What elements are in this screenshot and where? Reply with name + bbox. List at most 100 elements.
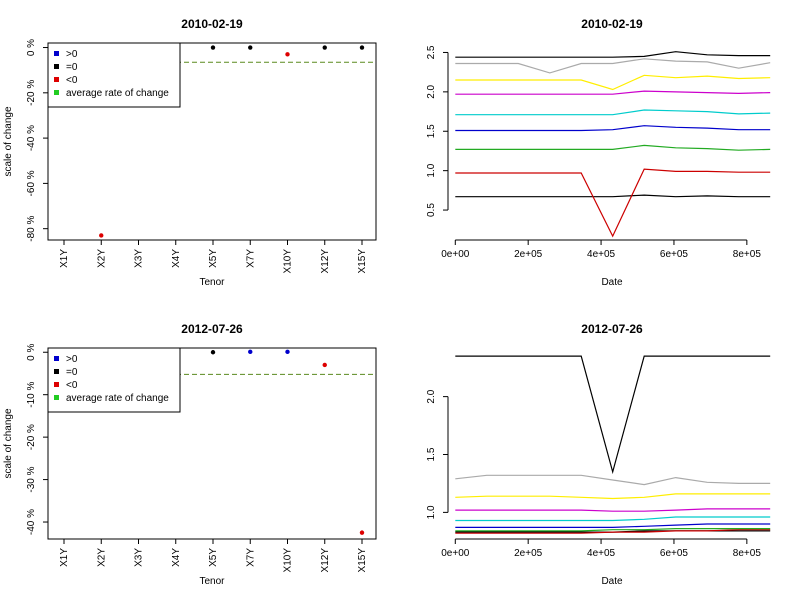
y-tick-label: 2.0 — [426, 84, 437, 98]
x-axis-label: Tenor — [199, 277, 225, 288]
legend-label: <0 — [66, 380, 78, 391]
legend-label: average rate of change — [66, 393, 169, 404]
y-axis-label: scale of change — [3, 106, 14, 176]
y-tick-label: 2.5 — [426, 45, 437, 59]
legend-label: =0 — [66, 367, 78, 378]
x-tick-label: X4Y — [171, 548, 182, 567]
legend-label: average rate of change — [66, 88, 169, 99]
series-line-7 — [455, 493, 771, 500]
plot-frame — [47, 347, 377, 540]
x-tick-label: X2Y — [96, 249, 107, 268]
series-line-3 — [455, 527, 771, 532]
x-tick-label: 8e+05 — [733, 548, 762, 559]
x-axis-label: Date — [601, 576, 623, 587]
series-line-2 — [455, 168, 771, 238]
x-tick-label: X1Y — [59, 548, 70, 567]
x-tick-label: 8e+05 — [733, 249, 762, 260]
legend-marker — [54, 382, 59, 387]
chart-title: 2012-07-26 — [181, 322, 243, 336]
series-line-3 — [455, 144, 771, 151]
chart-panel-3: 2012-07-26 Tenor scale of change X1Y X2Y X3Y X… — [3, 322, 377, 587]
x-tick-label: 2e+05 — [514, 548, 543, 559]
x-tick-label: X12Y — [320, 249, 331, 274]
series-line-2 — [455, 529, 771, 534]
data-point — [248, 45, 253, 50]
series-line-5 — [455, 516, 771, 522]
x-tick-label: X3Y — [134, 548, 145, 567]
y-tick-label: 0 % — [26, 344, 37, 361]
chart-panel-4: 2012-07-26 Date 0e+00 2e+05 4e+05 6e+05 8e+05 1… — [426, 322, 771, 587]
y-tick-label: 1.0 — [426, 505, 437, 519]
legend-box — [47, 347, 181, 413]
series-line-9 — [455, 51, 771, 58]
legend-marker — [54, 356, 59, 361]
series-line-6 — [455, 508, 771, 512]
legend: >0 =0 <0 average rate of change — [47, 347, 181, 413]
legend-marker — [54, 64, 59, 69]
series-line-9 — [455, 355, 771, 475]
legend: >0 =0 <0 average rate of change — [47, 42, 181, 108]
data-point — [359, 45, 365, 50]
x-tick-label: 0e+00 — [441, 249, 470, 260]
data-point — [322, 45, 327, 50]
data-point — [322, 362, 327, 368]
legend-label: =0 — [66, 62, 78, 73]
x-tick-label: X7Y — [245, 249, 256, 268]
x-tick-label: X5Y — [208, 249, 219, 268]
y-tick-label: 0 % — [26, 39, 37, 56]
data-point — [210, 45, 216, 50]
x-tick-label: X10Y — [283, 548, 294, 573]
data-point — [210, 350, 216, 355]
data-point — [248, 349, 253, 355]
x-tick-label: X3Y — [134, 249, 145, 268]
y-tick-label: -20 % — [26, 80, 37, 106]
y-tick-label: -10 % — [26, 382, 37, 408]
legend-marker — [54, 77, 59, 82]
series-line-6 — [455, 90, 771, 95]
y-tick-label: -40 % — [26, 125, 37, 151]
plot-frame — [47, 42, 377, 241]
y-tick-label: 1.5 — [426, 447, 437, 461]
x-tick-label: 6e+05 — [660, 249, 689, 260]
legend-label: <0 — [66, 75, 78, 86]
series-line-5 — [455, 109, 771, 116]
y-tick-label: -30 % — [26, 466, 37, 492]
x-axis-label: Date — [601, 277, 623, 288]
chart-title: 2012-07-26 — [581, 322, 643, 336]
series-line-4 — [455, 523, 771, 529]
series-line-8 — [455, 58, 771, 74]
x-tick-label: X5Y — [208, 548, 219, 567]
x-tick-label: 2e+05 — [514, 249, 543, 260]
y-tick-label: 1.0 — [426, 163, 437, 177]
series-line-8 — [455, 474, 771, 486]
x-axis-label: Tenor — [199, 576, 225, 587]
data-point — [285, 349, 290, 355]
series-line-4 — [455, 125, 771, 132]
y-axis-label: scale of change — [3, 408, 14, 478]
data-point — [99, 233, 104, 238]
x-tick-label: 6e+05 — [660, 548, 689, 559]
chart-panel-1: 2010-02-19 Tenor scale of change X1Y X2Y X3Y X… — [3, 17, 377, 288]
y-tick-label: 0.5 — [426, 203, 437, 217]
chart-title: 2010-02-19 — [581, 17, 643, 31]
x-tick-label: 0e+00 — [441, 548, 470, 559]
series-line-7 — [455, 74, 771, 91]
legend-label: >0 — [66, 354, 78, 365]
x-tick-label: X1Y — [59, 249, 70, 268]
chart-title: 2010-02-19 — [181, 17, 243, 31]
legend-box — [47, 42, 181, 108]
x-tick-label: X15Y — [357, 249, 368, 274]
x-tick-label: X7Y — [245, 548, 256, 567]
x-tick-label: 4e+05 — [587, 548, 616, 559]
data-point — [359, 530, 365, 535]
y-tick-label: -20 % — [26, 424, 37, 450]
y-tick-label: -80 % — [26, 216, 37, 242]
y-tick-label: 2.0 — [426, 389, 437, 403]
x-tick-label: 4e+05 — [587, 249, 616, 260]
x-tick-label: X12Y — [320, 548, 331, 573]
y-tick-label: 1.5 — [426, 124, 437, 138]
data-point — [285, 52, 290, 57]
x-tick-label: X2Y — [96, 548, 107, 567]
series-line-1 — [455, 194, 771, 198]
